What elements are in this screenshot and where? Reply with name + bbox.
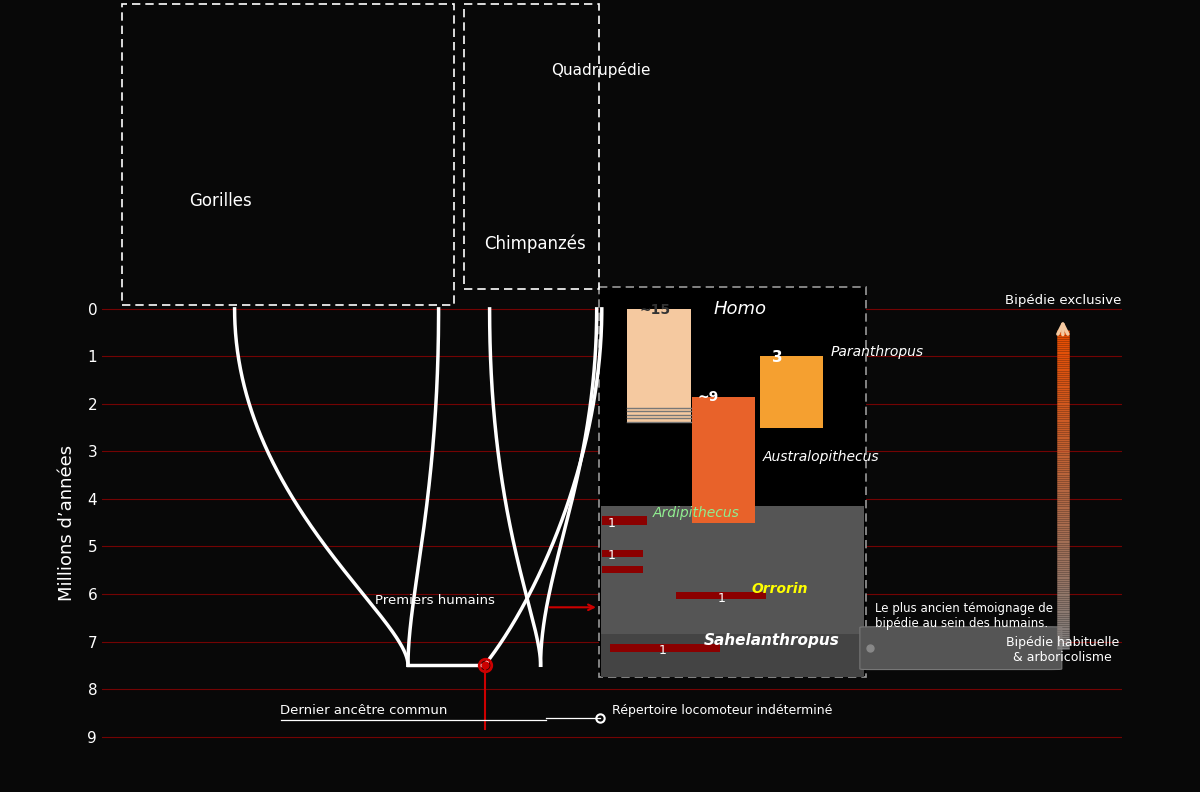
Text: Premiers humains: Premiers humains [376,593,496,607]
Text: Quadrupédie: Quadrupédie [551,63,650,78]
Text: 1: 1 [718,592,726,604]
Text: 3: 3 [772,350,782,365]
Text: Ardipithecus: Ardipithecus [653,506,739,520]
Y-axis label: Millions d’années: Millions d’années [59,444,77,601]
Bar [602,566,643,573]
Text: Sahelanthropus: Sahelanthropus [703,633,840,648]
Bar [691,397,755,523]
FancyBboxPatch shape [599,287,866,677]
Bar [602,550,643,557]
Text: 1: 1 [608,517,616,530]
Text: Répertoire locomoteur indéterminé: Répertoire locomoteur indéterminé [612,704,833,718]
Text: 1: 1 [608,549,616,562]
Text: Bipédie exclusive: Bipédie exclusive [1004,294,1121,307]
Text: Australopithecus: Australopithecus [763,450,880,464]
Bar [610,644,720,653]
Bar [628,309,690,423]
FancyBboxPatch shape [601,634,864,677]
Text: Paranthropus: Paranthropus [830,345,924,360]
Text: ~9: ~9 [697,390,719,404]
Bar [602,516,647,525]
Text: Dernier ancêtre commun: Dernier ancêtre commun [281,704,448,717]
Text: Homo: Homo [714,299,767,318]
Text: Bipédie habituelle
& arboricolisme: Bipédie habituelle & arboricolisme [1007,637,1120,664]
Text: Orrorin: Orrorin [751,581,809,596]
Text: Gorilles: Gorilles [188,192,252,210]
Text: Le plus ancien témoignage de
bipédie au sein des humains.: Le plus ancien témoignage de bipédie au … [875,602,1054,630]
Bar [677,592,766,600]
Text: 1: 1 [659,645,667,657]
FancyBboxPatch shape [860,626,1062,669]
Text: Chimpanzés: Chimpanzés [485,235,587,253]
Text: ~15: ~15 [640,303,671,317]
Bar [760,356,823,428]
FancyBboxPatch shape [601,506,864,677]
